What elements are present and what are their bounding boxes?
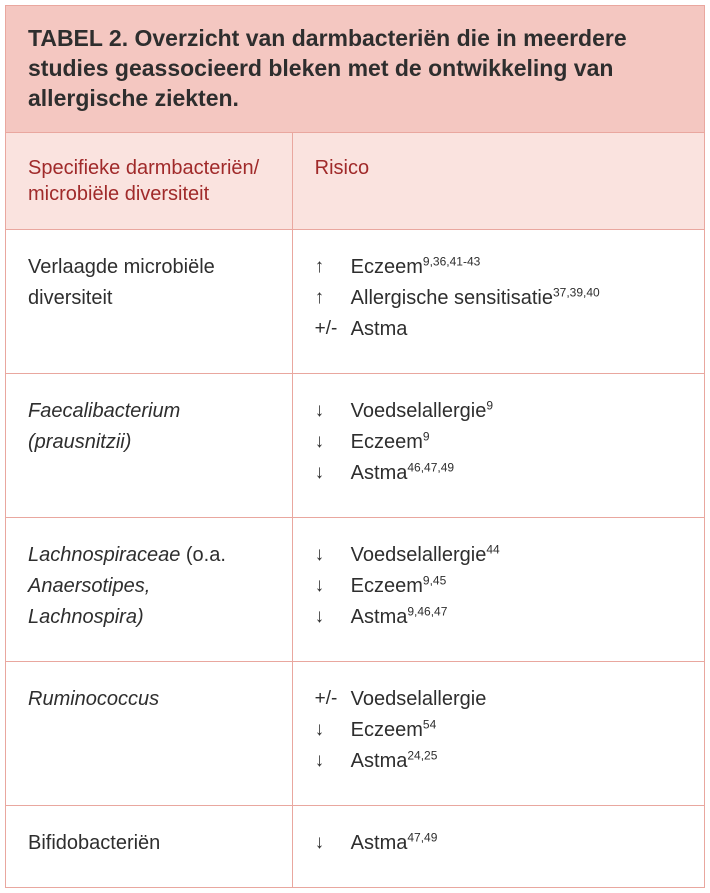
- table-row: Lachnospiraceae (o.a. Anaersotipes, Lach…: [6, 517, 704, 661]
- risk-line: ↓Eczeem9: [315, 427, 682, 458]
- risk-label: Astma: [351, 314, 682, 345]
- risk-line: ↓Eczeem54: [315, 715, 682, 746]
- arrow-up-icon: ↑: [315, 283, 351, 312]
- arrow-down-icon: ↓: [315, 396, 351, 425]
- risk-line: ↓Astma24,25: [315, 746, 682, 777]
- arrow-up-icon: ↑: [315, 252, 351, 281]
- arrow-down-icon: ↓: [315, 602, 351, 631]
- arrow-down-icon: ↓: [315, 828, 351, 857]
- reference-superscript: 9,46,47: [407, 604, 447, 618]
- bacteria-cell: Faecalibacterium (prausnitzii): [6, 373, 292, 517]
- risk-line: ↑Allergische sensitisatie37,39,40: [315, 283, 682, 314]
- risk-label: Astma46,47,49: [351, 458, 682, 489]
- reference-superscript: 47,49: [407, 830, 437, 844]
- header-risk: Risico: [292, 133, 704, 230]
- reference-superscript: 54: [423, 717, 436, 731]
- bacteria-cell: Ruminococcus: [6, 661, 292, 805]
- risk-cell: ↓Voedselallergie9↓Eczeem9↓Astma46,47,49: [292, 373, 704, 517]
- header-bacteria: Specifieke darmbacteriën/ microbiële div…: [6, 133, 292, 230]
- arrow-down-icon: ↓: [315, 458, 351, 487]
- risk-line: ↓Astma47,49: [315, 828, 682, 859]
- arrow-down-icon: ↓: [315, 427, 351, 456]
- risk-line: ↑Eczeem9,36,41-43: [315, 252, 682, 283]
- risk-line: ↓Astma9,46,47: [315, 602, 682, 633]
- risk-line: ↓Astma46,47,49: [315, 458, 682, 489]
- risk-label: Astma24,25: [351, 746, 682, 777]
- reference-superscript: 24,25: [407, 748, 437, 762]
- plus-minus-icon: +/-: [315, 684, 351, 713]
- risk-label: Astma9,46,47: [351, 602, 682, 633]
- risk-line: ↓Eczeem9,45: [315, 571, 682, 602]
- arrow-down-icon: ↓: [315, 746, 351, 775]
- risk-cell: +/-Voedselallergie↓Eczeem54↓Astma24,25: [292, 661, 704, 805]
- reference-superscript: 9,36,41-43: [423, 254, 480, 268]
- reference-superscript: 9,45: [423, 573, 446, 587]
- table-caption: TABEL 2. Overzicht van darmbacteriën die…: [6, 6, 704, 133]
- reference-superscript: 9: [486, 398, 493, 412]
- arrow-down-icon: ↓: [315, 571, 351, 600]
- risk-label: Eczeem9,45: [351, 571, 682, 602]
- reference-superscript: 37,39,40: [553, 285, 600, 299]
- table-body: Verlaagde microbiële diversiteit↑Eczeem9…: [6, 229, 704, 887]
- risk-label: Astma47,49: [351, 828, 682, 859]
- plus-minus-icon: +/-: [315, 314, 351, 343]
- risk-cell: ↑Eczeem9,36,41-43↑Allergische sensitisat…: [292, 229, 704, 373]
- risk-label: Voedselallergie9: [351, 396, 682, 427]
- bacteria-cell: Verlaagde microbiële diversiteit: [6, 229, 292, 373]
- risk-line: +/-Astma: [315, 314, 682, 345]
- risk-cell: ↓Voedselallergie44↓Eczeem9,45↓Astma9,46,…: [292, 517, 704, 661]
- bacteria-table: Specifieke darmbacteriën/ microbiële div…: [6, 133, 704, 887]
- risk-cell: ↓Astma47,49: [292, 805, 704, 887]
- arrow-down-icon: ↓: [315, 715, 351, 744]
- risk-label: Voedselallergie: [351, 684, 682, 715]
- table-2: TABEL 2. Overzicht van darmbacteriën die…: [5, 5, 705, 888]
- risk-line: ↓Voedselallergie9: [315, 396, 682, 427]
- reference-superscript: 9: [423, 429, 430, 443]
- risk-label: Voedselallergie44: [351, 540, 682, 571]
- table-row: Bifidobacteriën ↓Astma47,49: [6, 805, 704, 887]
- reference-superscript: 44: [486, 542, 499, 556]
- table-row: Faecalibacterium (prausnitzii)↓Voedselal…: [6, 373, 704, 517]
- table-row: Verlaagde microbiële diversiteit↑Eczeem9…: [6, 229, 704, 373]
- risk-label: Eczeem9,36,41-43: [351, 252, 682, 283]
- risk-label: Allergische sensitisatie37,39,40: [351, 283, 682, 314]
- reference-superscript: 46,47,49: [407, 460, 454, 474]
- risk-line: +/-Voedselallergie: [315, 684, 682, 715]
- bacteria-cell: Bifidobacteriën: [6, 805, 292, 887]
- table-label: TABEL 2.: [28, 25, 128, 51]
- bacteria-cell: Lachnospiraceae (o.a. Anaersotipes, Lach…: [6, 517, 292, 661]
- risk-label: Eczeem54: [351, 715, 682, 746]
- table-row: Ruminococcus+/-Voedselallergie↓Eczeem54↓…: [6, 661, 704, 805]
- risk-label: Eczeem9: [351, 427, 682, 458]
- arrow-down-icon: ↓: [315, 540, 351, 569]
- risk-line: ↓Voedselallergie44: [315, 540, 682, 571]
